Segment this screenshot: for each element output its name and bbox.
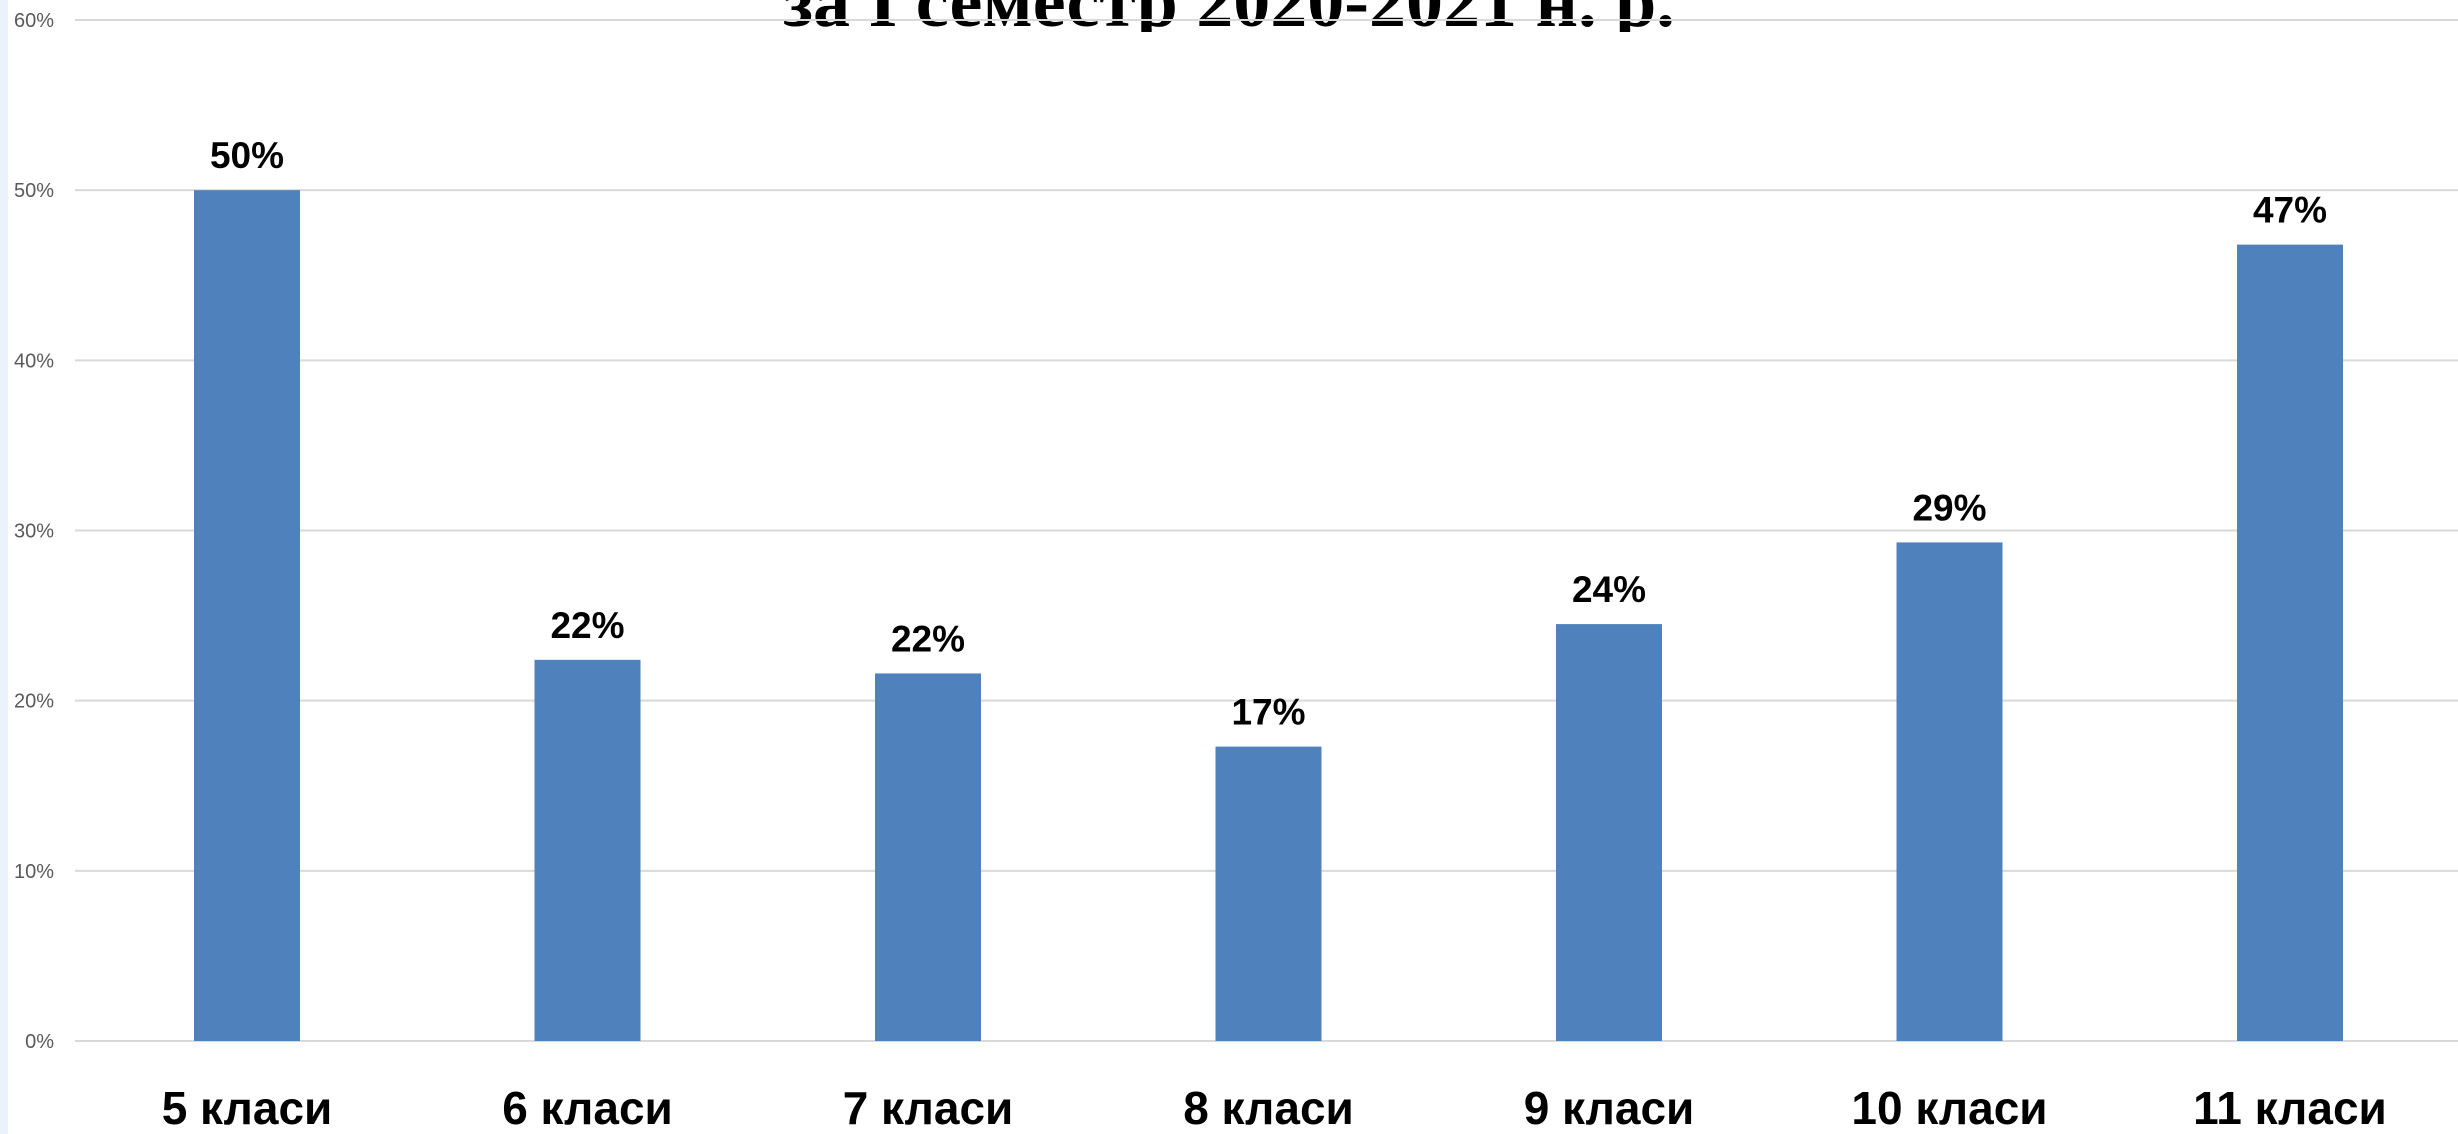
bar bbox=[875, 673, 981, 1041]
chart-title: за I семестр 2020-2021 н. р. bbox=[0, 0, 2458, 32]
data-label: 22% bbox=[891, 618, 965, 659]
data-label: 22% bbox=[550, 605, 624, 646]
data-label: 24% bbox=[1572, 569, 1646, 610]
category-label: 7 класи bbox=[843, 1082, 1014, 1134]
category-label: 6 класи bbox=[502, 1082, 673, 1134]
y-tick-label: 20% bbox=[14, 691, 54, 713]
bar bbox=[2237, 244, 2343, 1041]
y-tick-label: 0% bbox=[25, 1031, 54, 1053]
y-tick-label: 50% bbox=[14, 180, 54, 202]
bar bbox=[194, 190, 300, 1041]
bar bbox=[1556, 624, 1662, 1041]
category-label: 8 класи bbox=[1183, 1082, 1354, 1134]
y-tick-label: 60% bbox=[14, 10, 54, 32]
y-tick-label: 40% bbox=[14, 350, 54, 372]
data-label: 29% bbox=[1912, 487, 1986, 528]
y-tick-label: 10% bbox=[14, 861, 54, 883]
data-label: 47% bbox=[2253, 190, 2327, 231]
y-tick-label: 30% bbox=[14, 521, 54, 543]
bar bbox=[534, 659, 641, 1041]
slide-edge bbox=[0, 0, 8, 1134]
category-label: 5 класи bbox=[162, 1082, 333, 1134]
category-label: 11 класи bbox=[2193, 1082, 2387, 1134]
data-label: 50% bbox=[210, 135, 284, 176]
bar bbox=[1896, 542, 2003, 1041]
category-label: 10 класи bbox=[1851, 1082, 2047, 1134]
data-label: 17% bbox=[1231, 692, 1305, 733]
bar bbox=[1215, 746, 1322, 1041]
category-label: 9 класи bbox=[1524, 1082, 1695, 1134]
